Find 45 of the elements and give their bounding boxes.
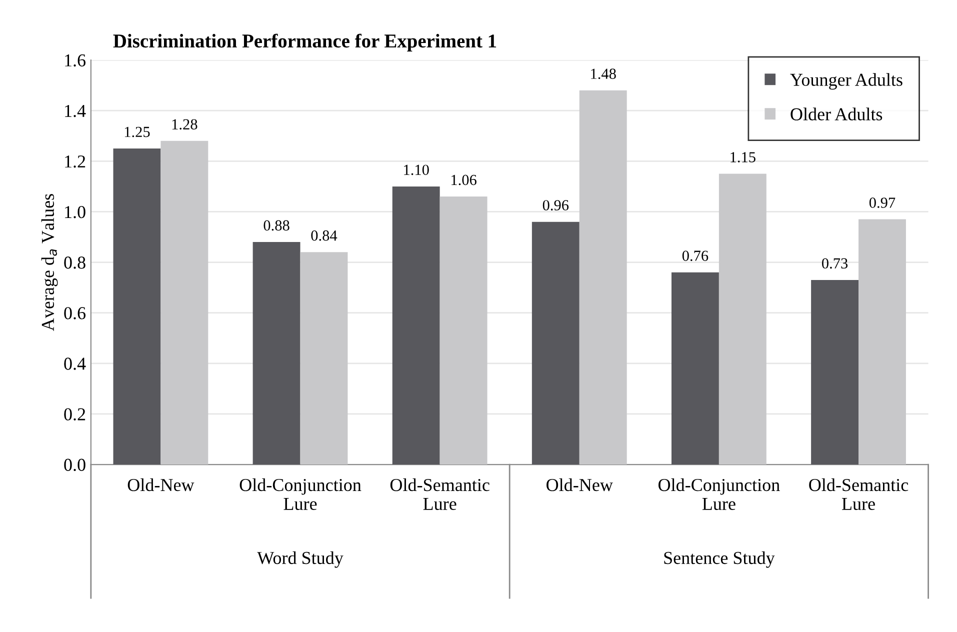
data-label: 1.15 [730, 152, 756, 162]
data-label: 1.28 [172, 119, 198, 130]
data-label: 0.76 [682, 250, 708, 262]
data-label: 0.73 [822, 258, 848, 269]
data-label: 0.97 [869, 198, 896, 208]
y-tick-label: 1.4 [65, 104, 86, 118]
bar [440, 196, 488, 465]
bar [252, 242, 300, 465]
bar [300, 252, 348, 465]
data-label: 0.96 [542, 200, 569, 210]
legend-label: Younger Adults [790, 73, 902, 90]
data-label: 1.48 [591, 68, 616, 80]
bar [579, 90, 627, 465]
y-tick-label: 0.4 [64, 358, 86, 370]
text: Sentence Study [664, 551, 775, 568]
x-tick-label: Old-Semantic Lure [809, 478, 908, 510]
bar [811, 280, 859, 465]
legend-label: Older Adults [790, 108, 882, 120]
bar [671, 272, 719, 465]
bar [718, 174, 766, 465]
x-tick-label: Old-New [546, 478, 613, 492]
y-axis-title: Average d$_{a}$ Values [41, 194, 58, 331]
y-tick-label: 1.6 [65, 54, 86, 67]
y-tick-label: 0.8 [64, 256, 86, 269]
y-tick-label: 1.2 [65, 155, 86, 168]
y-tick-label: 1.0 [65, 206, 86, 218]
bar [113, 148, 161, 465]
bar [160, 140, 208, 465]
data-label: 1.06 [452, 174, 476, 186]
x-tick-label: Old-Semantic Lure [390, 478, 490, 510]
bar [858, 219, 906, 465]
bar [532, 222, 580, 465]
y-tick-label: 0.0 [64, 458, 86, 472]
data-label: 0.84 [311, 230, 338, 241]
data-label: 0.88 [264, 220, 290, 231]
x-tick-label: Old-Conjunction Lure [658, 478, 780, 510]
data-label: 1.25 [124, 126, 150, 138]
text: Word Study [257, 551, 344, 568]
y-tick-label: 0.2 [64, 408, 86, 420]
x-tick-label: Old-New [128, 478, 194, 492]
data-label: 1.10 [404, 164, 429, 176]
y-tick-label: 0.6 [64, 307, 86, 320]
chart-title: Discrimination Performance for Experiment 1 [113, 34, 496, 52]
bar [392, 186, 440, 465]
x-tick-label: Old-Conjunction Lure [240, 478, 362, 510]
